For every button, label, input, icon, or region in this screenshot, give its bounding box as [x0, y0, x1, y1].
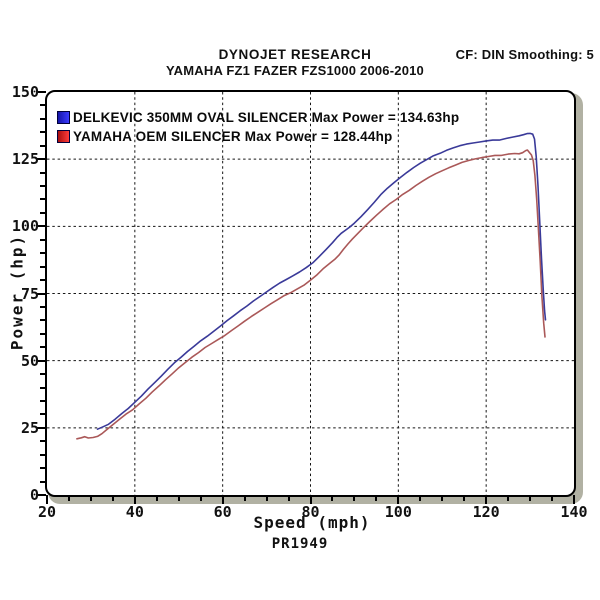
x-minor-tick-45: [155, 495, 158, 501]
x-minor-tick-95: [375, 495, 378, 501]
y-minor-tick-120: [40, 171, 46, 174]
x-minor-tick-30: [89, 495, 92, 501]
x-minor-tick-50: [177, 495, 180, 501]
power-curve-yamaha-oem-silencer: [76, 149, 546, 440]
y-minor-tick-20: [40, 440, 46, 443]
x-minor-tick-75: [287, 495, 290, 501]
y-minor-tick-55: [40, 346, 46, 349]
legend-row-oem: YAMAHA OEM SILENCER Max Power = 128.44hp: [57, 127, 459, 146]
y-tick-label-25: 25: [20, 418, 39, 437]
y-minor-tick-35: [40, 399, 46, 402]
x-major-tick-20: [46, 495, 48, 504]
y-tick-label-0: 0: [29, 486, 39, 504]
y-major-tick-150: [37, 91, 46, 93]
x-tick-label-100: 100: [384, 503, 412, 521]
legend-swatch-delkevic: [57, 111, 70, 124]
x-major-tick-60: [221, 495, 224, 504]
y-minor-tick-40: [40, 386, 46, 389]
y-tick-label-75: 75: [20, 284, 39, 303]
y-minor-tick-110: [40, 198, 46, 201]
y-tick-label-150: 150: [11, 83, 39, 101]
x-minor-tick-110: [441, 495, 444, 501]
x-minor-tick-90: [353, 495, 356, 501]
x-minor-tick-115: [463, 495, 466, 501]
y-minor-tick-15: [40, 453, 46, 456]
x-tick-label-80: 80: [301, 503, 320, 521]
x-minor-tick-55: [199, 495, 202, 501]
x-tick-label-60: 60: [213, 503, 232, 521]
legend-label-oem: YAMAHA OEM SILENCER Max Power = 128.44hp: [73, 129, 393, 144]
dyno-chart: [47, 92, 574, 495]
y-minor-tick-90: [40, 252, 46, 255]
y-major-tick-0: [37, 494, 46, 496]
y-minor-tick-95: [40, 238, 46, 241]
x-tick-label-120: 120: [472, 503, 500, 521]
y-axis-title: Power (hp): [7, 233, 27, 351]
y-minor-tick-85: [40, 265, 46, 268]
y-minor-tick-30: [40, 413, 46, 416]
y-major-tick-125: [37, 158, 46, 161]
chart-legend: DELKEVIC 350MM OVAL SILENCER Max Power =…: [57, 108, 459, 146]
run-id-label: PR1949: [271, 536, 329, 552]
y-tick-label-50: 50: [20, 351, 39, 370]
header-subtitle: YAMAHA FZ1 FAZER FZS1000 2006-2010: [166, 63, 424, 78]
y-minor-tick-135: [40, 131, 46, 134]
x-minor-tick-65: [243, 495, 246, 501]
x-minor-tick-130: [529, 495, 532, 501]
y-minor-tick-65: [40, 319, 46, 322]
y-minor-tick-130: [40, 144, 46, 147]
x-minor-tick-35: [111, 495, 114, 501]
y-minor-tick-60: [40, 332, 46, 335]
y-major-tick-100: [37, 225, 46, 228]
plot-area: DELKEVIC 350MM OVAL SILENCER Max Power =…: [45, 90, 576, 497]
header-settings-text: CF: DIN Smoothing: 5: [455, 47, 594, 62]
y-tick-label-100: 100: [11, 217, 39, 236]
y-minor-tick-140: [40, 117, 46, 120]
x-minor-tick-70: [265, 495, 268, 501]
legend-row-delkevic: DELKEVIC 350MM OVAL SILENCER Max Power =…: [57, 108, 459, 127]
header-title: DYNOJET RESEARCH: [218, 47, 372, 62]
y-major-tick-75: [37, 292, 46, 295]
x-tick-label-140: 140: [560, 503, 588, 521]
y-minor-tick-5: [40, 480, 46, 483]
power-curve-delkevic-350mm-oval-silencer: [96, 132, 547, 431]
x-major-tick-100: [397, 495, 400, 504]
x-minor-tick-105: [419, 495, 422, 501]
y-minor-tick-45: [40, 373, 46, 376]
x-major-tick-120: [485, 495, 488, 504]
x-tick-label-40: 40: [125, 503, 144, 521]
x-axis-title: Speed (mph): [253, 513, 371, 532]
x-minor-tick-85: [331, 495, 334, 501]
y-minor-tick-10: [40, 467, 46, 470]
x-minor-tick-135: [551, 495, 554, 501]
y-minor-tick-115: [40, 185, 46, 188]
legend-label-delkevic: DELKEVIC 350MM OVAL SILENCER Max Power =…: [73, 110, 460, 125]
x-minor-tick-125: [507, 495, 510, 501]
y-major-tick-25: [37, 426, 46, 429]
x-minor-tick-25: [67, 495, 70, 501]
y-minor-tick-70: [40, 305, 46, 308]
x-major-tick-80: [309, 495, 312, 504]
y-minor-tick-80: [40, 279, 46, 282]
y-minor-tick-145: [40, 104, 46, 107]
legend-swatch-oem: [57, 130, 70, 143]
y-major-tick-50: [37, 359, 46, 362]
x-major-tick-140: [573, 495, 575, 504]
x-major-tick-40: [133, 495, 136, 504]
y-minor-tick-105: [40, 211, 46, 214]
y-tick-label-125: 125: [11, 150, 39, 169]
x-tick-label-20: 20: [37, 503, 57, 521]
